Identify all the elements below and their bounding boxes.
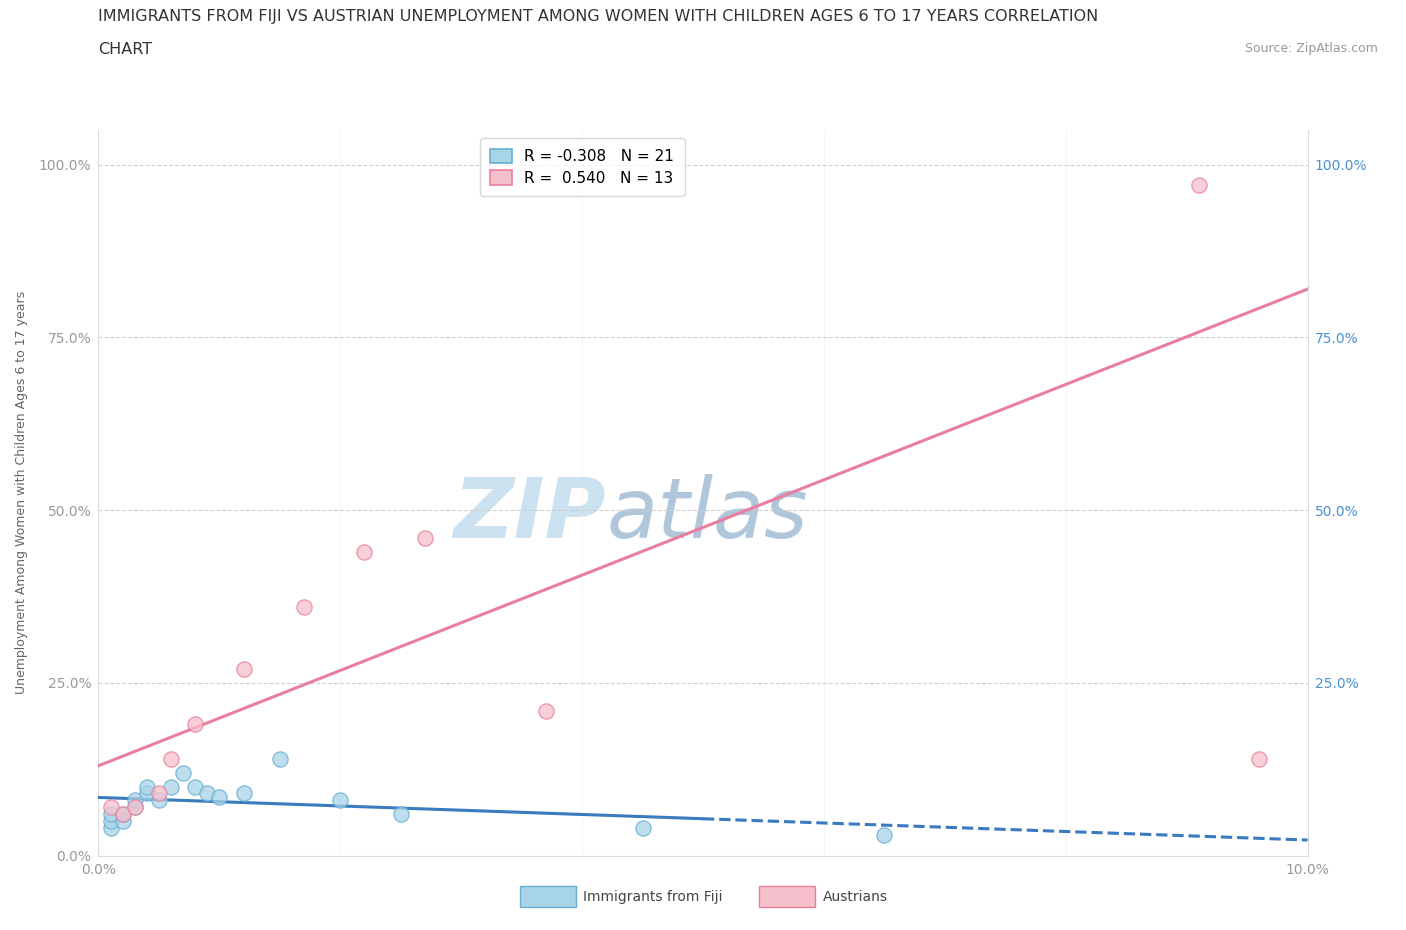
Point (534, 703, 557, 718)
Point (160, 779, 183, 794)
Point (124, 800, 146, 815)
Point (100, 814, 122, 829)
Point (292, 600, 315, 615)
Point (100, 820, 122, 835)
Point (148, 793, 170, 808)
Point (124, 793, 146, 808)
Point (1249, 751, 1271, 766)
Point (100, 800, 122, 815)
Point (873, 828, 896, 843)
Text: ZIP: ZIP (454, 474, 606, 555)
Point (172, 765, 194, 780)
Point (135, 779, 157, 794)
Point (413, 530, 436, 545)
Point (1188, 178, 1211, 193)
Text: Immigrants from Fiji: Immigrants from Fiji (583, 889, 723, 904)
Point (184, 717, 207, 732)
Y-axis label: Unemployment Among Women with Children Ages 6 to 17 years: Unemployment Among Women with Children A… (14, 291, 28, 695)
Point (389, 806, 412, 821)
Point (111, 814, 134, 829)
Point (232, 661, 254, 676)
Point (208, 790, 231, 804)
Point (353, 544, 375, 559)
Point (111, 806, 134, 821)
Point (111, 806, 134, 821)
Point (232, 786, 254, 801)
Point (269, 751, 291, 766)
Text: Source: ZipAtlas.com: Source: ZipAtlas.com (1244, 42, 1378, 55)
Point (160, 751, 183, 766)
Point (100, 806, 122, 821)
Point (329, 793, 352, 808)
Text: Austrians: Austrians (823, 889, 887, 904)
Text: IMMIGRANTS FROM FIJI VS AUSTRIAN UNEMPLOYMENT AMONG WOMEN WITH CHILDREN AGES 6 T: IMMIGRANTS FROM FIJI VS AUSTRIAN UNEMPLO… (98, 9, 1098, 24)
Text: CHART: CHART (98, 42, 152, 57)
Point (124, 800, 146, 815)
Point (195, 786, 218, 801)
Point (135, 786, 157, 801)
Point (631, 820, 654, 835)
Text: atlas: atlas (606, 474, 808, 555)
Legend: R = -0.308   N = 21, R =  0.540   N = 13: R = -0.308 N = 21, R = 0.540 N = 13 (479, 138, 685, 196)
Point (148, 786, 170, 801)
Point (184, 779, 207, 794)
